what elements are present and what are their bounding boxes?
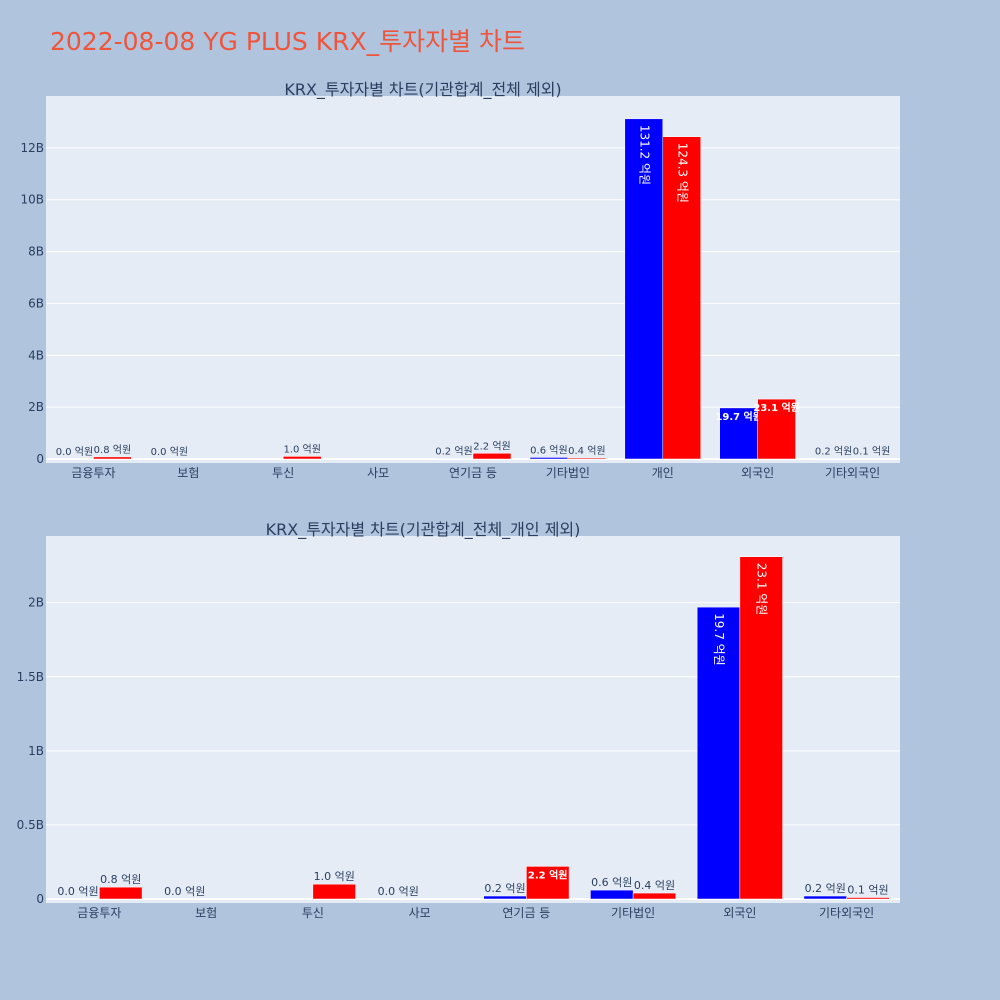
x-tick-label: 외국인 (741, 466, 774, 480)
y-tick-label: 6B (28, 296, 44, 310)
x-tick-label: 연기금 등 (449, 466, 497, 480)
bar (472, 453, 512, 460)
y-tick-label: 0 (36, 452, 44, 466)
bar (434, 458, 474, 460)
data-label: 0.1 억원 (853, 446, 890, 458)
data-label: 0.0 억원 (56, 446, 93, 458)
bar (696, 606, 741, 900)
y-tick-label: 0 (36, 892, 44, 906)
bar (803, 895, 847, 900)
data-label: 131.2 억원 (637, 125, 651, 185)
bar (624, 118, 664, 460)
x-tick-label: 연기금 등 (502, 906, 550, 920)
data-label: 0.8 억원 (100, 873, 141, 886)
bar (529, 457, 569, 460)
data-label: 0.2 억원 (484, 882, 525, 895)
data-label: 19.7 억원 (712, 613, 726, 666)
data-label: 0.2 억원 (435, 445, 472, 457)
x-tick-label: 기타외국인 (825, 466, 880, 480)
data-label: 2.2 억원 (473, 440, 510, 452)
bar (719, 407, 758, 460)
bar (814, 458, 853, 460)
page-title: 2022-08-08 YG PLUS KRX_투자자별 차트 (50, 27, 526, 56)
data-label: 23.1 억원 (753, 401, 800, 414)
data-label: 2.2 억원 (528, 868, 568, 881)
data-label: 124.3 억원 (675, 143, 689, 203)
data-label: 0.8 억원 (94, 444, 131, 456)
data-label: 19.7 억원 (715, 410, 762, 423)
x-tick-label: 사모 (367, 466, 389, 480)
data-label: 0.4 억원 (634, 879, 675, 892)
x-tick-label: 보험 (195, 906, 217, 920)
x-tick-label: 보험 (177, 466, 199, 480)
data-label: 0.6 억원 (591, 876, 632, 889)
x-tick-label: 금융투자 (71, 466, 115, 480)
bar (567, 457, 607, 460)
y-tick-label: 1B (28, 744, 44, 758)
bar (312, 883, 356, 900)
bar (93, 456, 132, 460)
x-tick-label: 기타법인 (611, 906, 655, 920)
bar (846, 897, 890, 900)
data-label: 1.0 억원 (283, 443, 320, 455)
chart-bottom: 0 0.5B 1B 1.5B 2B KRX_투자자별 차트(기관합계_전체_개인 제외) 금… (17, 520, 900, 920)
data-label: 0.1 억원 (847, 884, 888, 897)
y-tick-label: 2B (28, 596, 44, 610)
x-tick-label: 기타외국인 (819, 906, 874, 920)
x-tick-label: 투신 (272, 466, 294, 480)
x-tick-label: 금융투자 (77, 906, 121, 920)
bar (632, 892, 677, 900)
data-label: 0.2 억원 (805, 882, 846, 895)
bar (590, 889, 634, 900)
y-tick-label: 10B (20, 193, 44, 207)
y-tick-label: 0.5B (17, 818, 44, 832)
data-label: 0.6 억원 (530, 444, 567, 456)
chart-title: KRX_투자자별 차트(기관합계_전체_개인 제외) (266, 520, 581, 540)
y-tick-label: 4B (28, 348, 44, 362)
bar (483, 895, 527, 900)
bar (99, 886, 143, 900)
bar (662, 136, 701, 460)
y-tick-label: 2B (28, 400, 44, 414)
x-tick-label: 투신 (302, 906, 324, 920)
data-label: 0.4 억원 (568, 445, 605, 457)
y-tick-label: 12B (20, 141, 44, 155)
x-tick-label: 사모 (409, 906, 431, 920)
y-tick-label: 1.5B (17, 670, 44, 684)
x-tick-label: 개인 (652, 466, 674, 480)
bar (757, 398, 796, 460)
data-label: 0.2 억원 (815, 445, 852, 457)
x-tick-label: 외국인 (723, 906, 756, 920)
y-tick-label: 8B (28, 245, 44, 259)
chart-top: 0 2B 4B 6B 8B 10B 12B KRX_투자자별 차트(기관합계_전체 제외) 금융… (20, 80, 900, 480)
data-label: 0.0 억원 (164, 885, 205, 898)
bar (526, 866, 570, 900)
data-label: 1.0 억원 (314, 870, 355, 883)
bar (739, 556, 783, 900)
x-tick-label: 기타법인 (546, 466, 590, 480)
bar (282, 456, 322, 460)
chart-title: KRX_투자자별 차트(기관합계_전체 제외) (284, 80, 561, 100)
data-label: 0.0 억원 (378, 885, 419, 898)
data-label: 23.1 억원 (755, 563, 769, 616)
data-label: 0.0 억원 (151, 446, 188, 458)
data-label: 0.0 억원 (57, 885, 98, 898)
